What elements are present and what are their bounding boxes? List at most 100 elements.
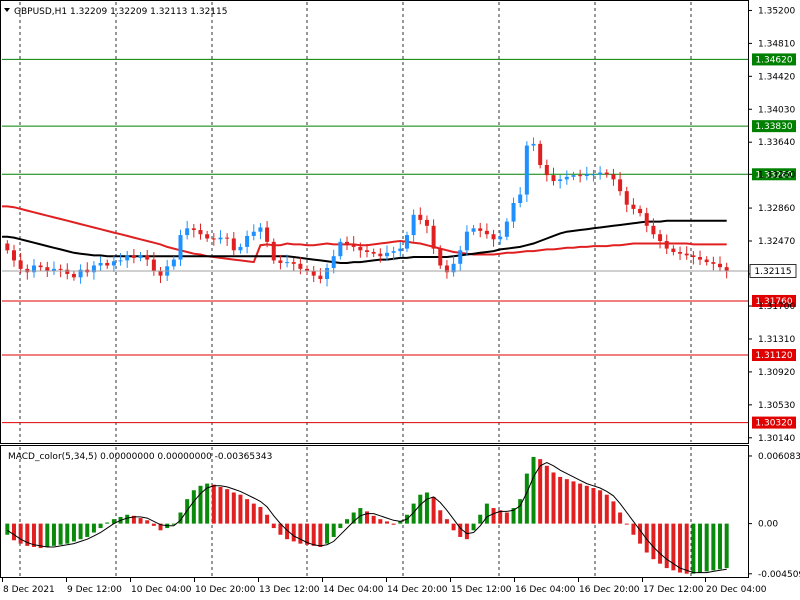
candle	[358, 242, 363, 258]
candle-body	[451, 263, 456, 273]
time-tick-label: 9 Dec 12:00	[67, 585, 122, 595]
candle-body	[131, 255, 136, 258]
candle	[471, 224, 476, 236]
candle-body	[98, 262, 103, 266]
time-tick-label: 16 Dec 04:00	[515, 585, 576, 595]
candlesticks	[5, 137, 729, 287]
price-tick-label: 1.32470	[758, 237, 795, 247]
candle-body	[258, 227, 263, 232]
macd-bar	[618, 512, 623, 524]
macd-panel[interactable]	[0, 445, 749, 578]
candle	[338, 238, 343, 260]
candle-body	[404, 235, 409, 249]
candle-body	[78, 269, 83, 278]
candle	[258, 223, 263, 240]
time-tick-label: 20 Dec 04:00	[706, 585, 767, 595]
macd-bar	[431, 496, 436, 524]
macd-bar	[131, 515, 136, 524]
macd-bar	[211, 484, 216, 524]
candle-body	[191, 228, 196, 231]
macd-bar	[658, 523, 663, 564]
candle	[271, 238, 276, 264]
candle	[598, 166, 603, 180]
time-axis: 8 Dec 2021 9 Dec 12:00 10 Dec 04:00 10 Dec …	[2, 578, 767, 595]
macd-bar	[578, 483, 583, 524]
candle-body	[5, 243, 10, 251]
candle	[544, 159, 549, 182]
candle	[11, 244, 16, 267]
macd-bar	[644, 523, 649, 553]
candle	[185, 220, 190, 240]
price-tick-label: 1.30920	[758, 368, 795, 378]
candle	[231, 232, 236, 256]
level-label: 1.31760	[755, 297, 792, 307]
macd-bar	[151, 523, 156, 526]
level-tag	[752, 53, 796, 66]
candle-body	[578, 175, 583, 177]
candle	[524, 141, 529, 202]
dropdown-triangle-icon[interactable]	[4, 8, 10, 12]
macd-bar	[384, 521, 389, 524]
candle	[518, 187, 523, 208]
macd-bar	[498, 510, 503, 524]
candle-body	[271, 241, 276, 261]
macd-bar	[258, 506, 263, 524]
macd-bar	[5, 523, 10, 535]
candle-body	[564, 176, 569, 180]
macd-bar	[424, 492, 429, 524]
candle	[251, 224, 256, 241]
macd-bar	[698, 523, 703, 573]
macd-bar	[51, 523, 56, 546]
candle	[478, 222, 483, 238]
macd-axis: 0.0060834 0.00 -0.004509	[748, 452, 800, 580]
candle-body	[291, 262, 296, 264]
candle-body	[58, 268, 63, 270]
candle	[285, 254, 290, 268]
candle	[538, 140, 543, 169]
candle	[245, 230, 250, 254]
level-tag	[752, 168, 796, 181]
candle-body	[611, 174, 616, 180]
price-tick-label: 1.33640	[758, 138, 795, 148]
macd-bar	[518, 499, 523, 524]
candle-body	[678, 251, 683, 254]
candle-body	[384, 252, 389, 257]
candle	[618, 171, 623, 196]
candle-body	[65, 269, 70, 274]
price-axis: 1.35200 1.34810 1.34420 1.34030 1.33640 1.332…	[748, 6, 795, 444]
level-label: 1.30320	[755, 419, 792, 429]
macd-bar	[271, 523, 276, 529]
candle	[551, 167, 556, 186]
macd-bar	[111, 519, 116, 524]
macd-bar	[38, 523, 43, 549]
time-tick-label: 8 Dec 2021	[3, 585, 55, 595]
candle	[171, 256, 176, 270]
candle-body	[331, 256, 336, 269]
candle	[484, 223, 489, 239]
candle	[644, 207, 649, 233]
candle	[578, 169, 583, 183]
price-panel[interactable]	[0, 0, 749, 444]
candle-body	[518, 194, 523, 203]
candle-body	[45, 267, 50, 271]
candle-body	[298, 263, 303, 269]
macd-bar	[285, 523, 290, 540]
candle	[151, 252, 156, 276]
symbol-header: GBPUSD,H1 1.32209 1.32209 1.32113 1.3211…	[14, 7, 227, 17]
macd-bar	[624, 523, 629, 525]
macd-bar	[71, 523, 76, 542]
candle-body	[71, 273, 76, 278]
macd-bar	[225, 489, 230, 524]
macd-tick-label: 0.0060834	[758, 452, 800, 462]
price-levels: 1.34620 1.33830 1.33260 1.31760 1.31120 1.303…	[2, 53, 796, 429]
macd-bar	[218, 486, 223, 524]
macd-bar	[598, 490, 603, 524]
macd-bar	[338, 523, 343, 529]
macd-bar	[85, 523, 90, 537]
candle-body	[305, 268, 310, 272]
macd-bar	[305, 523, 310, 545]
price-tick-label: 1.34030	[758, 105, 795, 115]
candle-body	[538, 143, 543, 165]
price-tick-label: 1.31700	[758, 302, 795, 312]
